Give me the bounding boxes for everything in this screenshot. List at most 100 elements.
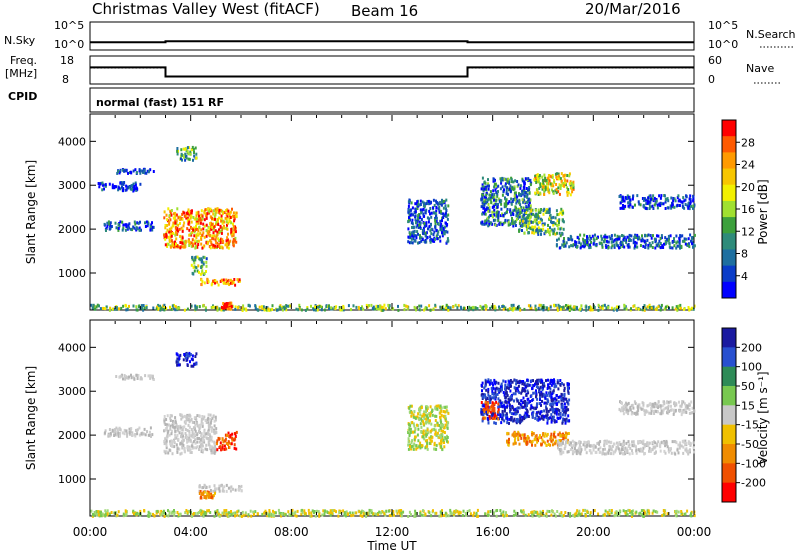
power-cell	[137, 221, 140, 225]
power-cell	[647, 246, 650, 250]
power-cell	[93, 307, 96, 311]
velocity-cell	[188, 447, 191, 451]
power-cell	[613, 233, 616, 237]
power-cell	[202, 262, 205, 266]
velocity-cell	[183, 353, 186, 356]
power-cell	[186, 146, 189, 150]
velocity-cell	[577, 512, 580, 516]
power-cell	[215, 210, 218, 214]
velocity-cell	[535, 411, 538, 415]
power-cell	[247, 303, 250, 307]
velocity-cell	[514, 407, 517, 411]
power-cell	[618, 237, 621, 241]
power-cell	[169, 232, 172, 236]
velocity-cell	[177, 360, 180, 364]
velocity-cell	[205, 432, 208, 436]
power-cell	[117, 188, 120, 192]
velocity-cell	[104, 431, 106, 435]
nsearch-tick-top: 10^5	[708, 19, 738, 32]
power-cell	[656, 234, 658, 238]
velocity-cell	[408, 423, 411, 427]
power-cell	[134, 222, 137, 226]
power-cell	[667, 199, 670, 203]
velocity-cell	[564, 405, 567, 409]
power-cell	[494, 203, 497, 206]
velocity-cell	[204, 447, 207, 451]
power-cell	[671, 306, 674, 310]
power-cell	[586, 237, 589, 241]
power-cell	[120, 306, 123, 310]
velocity-cell	[216, 439, 219, 443]
power-cell	[430, 215, 433, 219]
velocity-cell	[515, 382, 518, 386]
velocity-cell	[235, 447, 238, 451]
power-cell	[619, 206, 622, 210]
power-cell	[489, 198, 492, 201]
power-cell	[441, 234, 444, 238]
velocity-cell	[206, 437, 209, 441]
power-cell	[215, 235, 218, 239]
velocity-cell	[236, 513, 239, 517]
velocity-cell	[412, 447, 415, 451]
power-cell	[203, 211, 206, 215]
velocity-cell	[422, 420, 425, 424]
velocity-cell	[615, 510, 618, 514]
velocity-cell	[366, 511, 369, 515]
velocity-cell	[546, 418, 549, 422]
power-cell	[310, 304, 312, 308]
power-cell	[440, 203, 443, 207]
power-cell	[190, 220, 193, 224]
power-cell	[174, 211, 177, 215]
power-cell	[411, 222, 414, 226]
velocity-cell	[200, 432, 203, 436]
power-cell	[216, 241, 219, 245]
power-cell	[493, 213, 496, 217]
velocity-cell	[424, 512, 427, 516]
power-cell	[213, 234, 216, 238]
power-cell	[494, 218, 497, 222]
velocity-cell	[164, 437, 167, 441]
power-cell	[209, 207, 212, 211]
power-cell	[221, 246, 224, 250]
velocity-cell	[185, 358, 188, 362]
power-cell	[139, 171, 142, 175]
velocity-cell	[163, 442, 166, 446]
power-cell	[420, 218, 423, 221]
power-cell	[527, 205, 530, 209]
power-cell	[133, 220, 136, 224]
power-cell	[492, 218, 495, 222]
freq-tick-bottom: 8	[62, 73, 69, 86]
power-cell	[282, 305, 284, 309]
power-cell	[514, 198, 517, 202]
velocity-cell	[523, 382, 526, 386]
velocity-cell	[226, 434, 229, 437]
power-cell	[486, 206, 488, 210]
power-cell	[214, 281, 216, 285]
velocity-cell	[535, 385, 538, 389]
velocity-cell	[211, 451, 214, 455]
velocity-cell	[359, 514, 362, 517]
power-cell	[686, 243, 689, 247]
velocity-cell	[208, 485, 211, 489]
velocity-cell	[409, 427, 412, 431]
power-cell	[557, 213, 560, 216]
power-cell	[313, 308, 315, 312]
power-cell	[125, 184, 128, 188]
velocity-cell	[181, 432, 184, 436]
power-cell	[407, 208, 410, 212]
power-cell	[591, 234, 594, 238]
power-cell	[216, 218, 219, 222]
power-cell	[519, 219, 522, 223]
power-cell	[388, 304, 391, 308]
power-cell	[514, 194, 517, 197]
power-cell	[444, 229, 447, 233]
power-cell	[365, 303, 368, 307]
power-cell	[552, 223, 555, 227]
velocity-cell	[439, 411, 442, 415]
velocity-cell	[309, 514, 312, 518]
velocity-cell	[553, 409, 556, 413]
freq-label-1: Freq.	[10, 54, 37, 67]
power-cell	[204, 212, 207, 216]
power-cell	[531, 220, 534, 224]
velocity-cell	[147, 514, 150, 518]
